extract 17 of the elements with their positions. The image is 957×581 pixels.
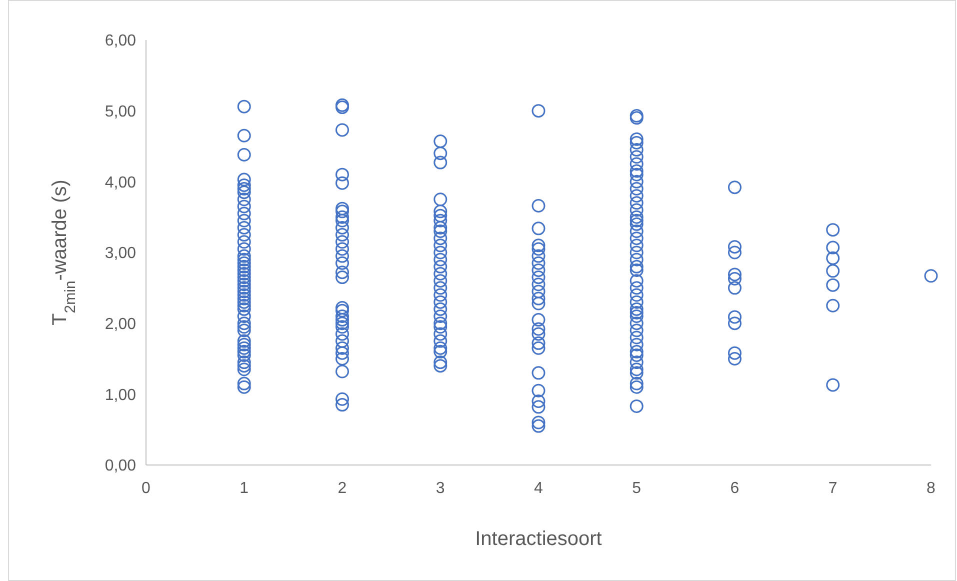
y-tick-label: 6,00 — [104, 32, 136, 50]
x-axis-title: Interactiesoort — [475, 528, 602, 550]
x-tick-label: 6 — [730, 480, 740, 497]
x-tick-label: 2 — [338, 480, 347, 497]
x-tick-label: 7 — [828, 480, 838, 497]
y-tick-label: 5,00 — [104, 103, 136, 120]
y-tick-label: 3,00 — [104, 245, 136, 262]
x-tick-label: 8 — [926, 480, 936, 497]
x-tick-label: 3 — [436, 480, 445, 497]
x-tick-label: 5 — [632, 480, 642, 497]
y-tick-label: 2,00 — [104, 316, 136, 333]
y-tick-label: 4,00 — [104, 174, 136, 192]
y-tick-label: 1,00 — [104, 386, 136, 404]
y-tick-label: 0,00 — [104, 458, 136, 475]
x-tick-label: 1 — [240, 480, 249, 497]
x-tick-label: 0 — [142, 480, 151, 497]
x-tick-label: 4 — [534, 480, 544, 497]
